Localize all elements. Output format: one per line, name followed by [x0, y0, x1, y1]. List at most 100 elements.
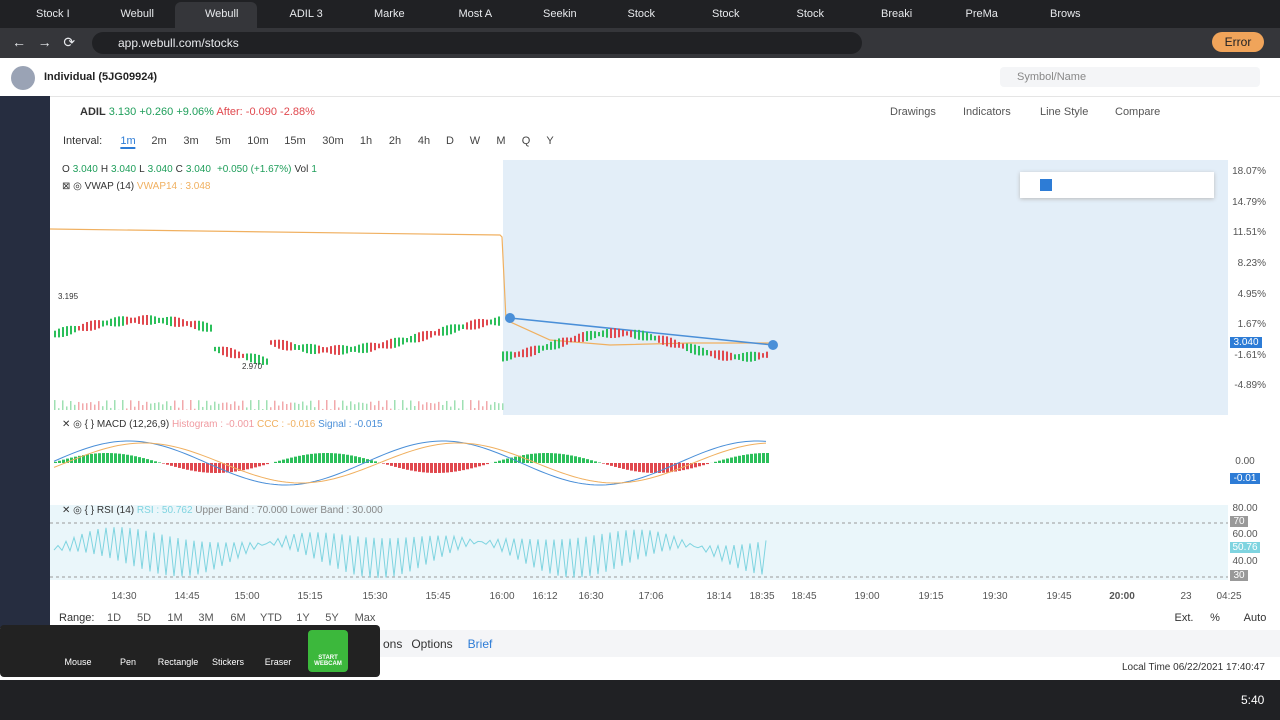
interval-option[interactable]: W — [469, 135, 481, 147]
macd-bar — [130, 455, 133, 463]
candle — [326, 347, 328, 353]
macd-bar — [594, 461, 597, 463]
bottom-tab[interactable]: Options — [411, 637, 453, 651]
interval-option[interactable]: Q — [521, 135, 531, 147]
candle — [722, 350, 724, 361]
volume-bar — [54, 400, 56, 410]
toolbar-item[interactable]: Indicators — [963, 106, 1011, 118]
trend-handle[interactable] — [768, 340, 778, 350]
candle — [274, 339, 276, 347]
error-button[interactable]: Error — [1212, 32, 1264, 52]
search-box[interactable] — [1000, 67, 1260, 87]
candle — [114, 317, 116, 327]
range-option[interactable]: 1M — [167, 612, 183, 624]
candle — [106, 320, 108, 326]
change-pct: +9.06% — [176, 106, 214, 118]
volume-bar — [166, 401, 168, 410]
price-axis-label: 8.23% — [1237, 258, 1266, 269]
interval-option[interactable]: 2h — [388, 135, 402, 147]
toolbar-item[interactable]: Line Style — [1040, 106, 1089, 118]
candle — [506, 351, 508, 361]
candle — [450, 324, 452, 335]
volume-bar — [458, 408, 460, 410]
interval-option[interactable]: 2m — [151, 135, 167, 147]
volume-bar — [194, 408, 196, 410]
candle — [558, 338, 560, 349]
candle — [698, 345, 700, 356]
macd-bar — [242, 463, 245, 471]
recorder-tool[interactable]: Stickers — [211, 657, 245, 667]
macd-bar — [190, 463, 193, 471]
range-option[interactable]: 5Y — [325, 612, 339, 624]
bottom-tab[interactable]: Brief — [467, 637, 493, 651]
volume-bar — [106, 400, 108, 410]
macd-bar — [262, 463, 265, 466]
interval-option[interactable]: 15m — [284, 135, 306, 147]
macd-bar — [106, 453, 109, 463]
webcam-button[interactable] — [308, 630, 348, 672]
recorder-tool[interactable]: START WEBCAM — [314, 655, 342, 667]
candle — [98, 320, 100, 329]
macd-bar — [258, 463, 261, 467]
trend-handle[interactable] — [505, 313, 515, 323]
macd-bar — [526, 454, 529, 463]
color-swatch[interactable] — [1040, 179, 1052, 191]
tab-title: PreMa — [965, 8, 998, 20]
macd-bar — [250, 463, 253, 469]
volume-bar — [114, 400, 116, 410]
candle — [718, 350, 720, 360]
range-option[interactable]: 3M — [198, 612, 214, 624]
toolbar-item[interactable]: Compare — [1115, 106, 1161, 118]
omnibox[interactable] — [92, 32, 862, 54]
interval-option[interactable]: M — [496, 135, 506, 147]
volume-bar — [374, 405, 376, 410]
candle — [714, 350, 716, 359]
macd-bar — [474, 463, 477, 468]
macd-bar — [134, 456, 137, 463]
recorder-tool[interactable]: Rectangle — [157, 657, 199, 667]
macd-bar — [178, 463, 181, 468]
browser-tab[interactable] — [175, 2, 257, 28]
volume-bar — [294, 402, 296, 410]
range-option[interactable]: 1D — [106, 612, 122, 624]
range-setting[interactable]: % — [1210, 612, 1220, 624]
interval-option[interactable]: D — [446, 135, 454, 147]
recorder-tool[interactable]: Pen — [119, 657, 137, 667]
range-option[interactable]: Max — [354, 612, 376, 624]
account[interactable]: Individual (5JG09924) — [44, 71, 158, 83]
candle — [398, 337, 400, 347]
tab-title: Seekin — [543, 8, 577, 20]
range-option[interactable]: 1Y — [296, 612, 310, 624]
interval-option[interactable]: Y — [546, 135, 554, 147]
interval-option[interactable]: 1m — [120, 135, 136, 149]
toolbar-item[interactable]: Drawings — [890, 106, 936, 118]
macd-bar — [206, 463, 209, 473]
candle — [242, 353, 244, 358]
candle — [170, 316, 172, 327]
range-setting[interactable]: Auto — [1243, 612, 1267, 624]
recorder-tool[interactable]: Mouse — [64, 657, 92, 667]
macd-bar — [586, 459, 589, 463]
interval-option[interactable]: 5m — [215, 135, 231, 147]
nav-buttons[interactable]: ← → ⟳ — [12, 34, 76, 50]
interval-option[interactable]: 3m — [183, 135, 199, 147]
range-option[interactable]: 5D — [136, 612, 152, 624]
candle — [178, 317, 180, 327]
interval-option[interactable]: 30m — [322, 135, 344, 147]
range-option[interactable]: YTD — [260, 612, 282, 624]
interval-option[interactable]: 4h — [417, 135, 431, 147]
candle — [514, 352, 516, 358]
bottom-tab[interactable]: ons — [383, 637, 403, 651]
macd-bar — [470, 463, 473, 469]
range-setting[interactable]: Ext. — [1174, 612, 1194, 624]
drawing-toolbar[interactable] — [1020, 172, 1214, 198]
avatar[interactable] — [11, 66, 35, 90]
candle — [470, 320, 472, 330]
macd-bar — [546, 453, 549, 463]
range-option[interactable]: 6M — [230, 612, 246, 624]
interval-option[interactable]: 1h — [359, 135, 373, 147]
recorder-tool[interactable]: Eraser — [264, 657, 292, 667]
interval-option[interactable]: 10m — [247, 135, 269, 147]
macd-bar — [646, 463, 649, 473]
volume-bar — [490, 404, 492, 410]
